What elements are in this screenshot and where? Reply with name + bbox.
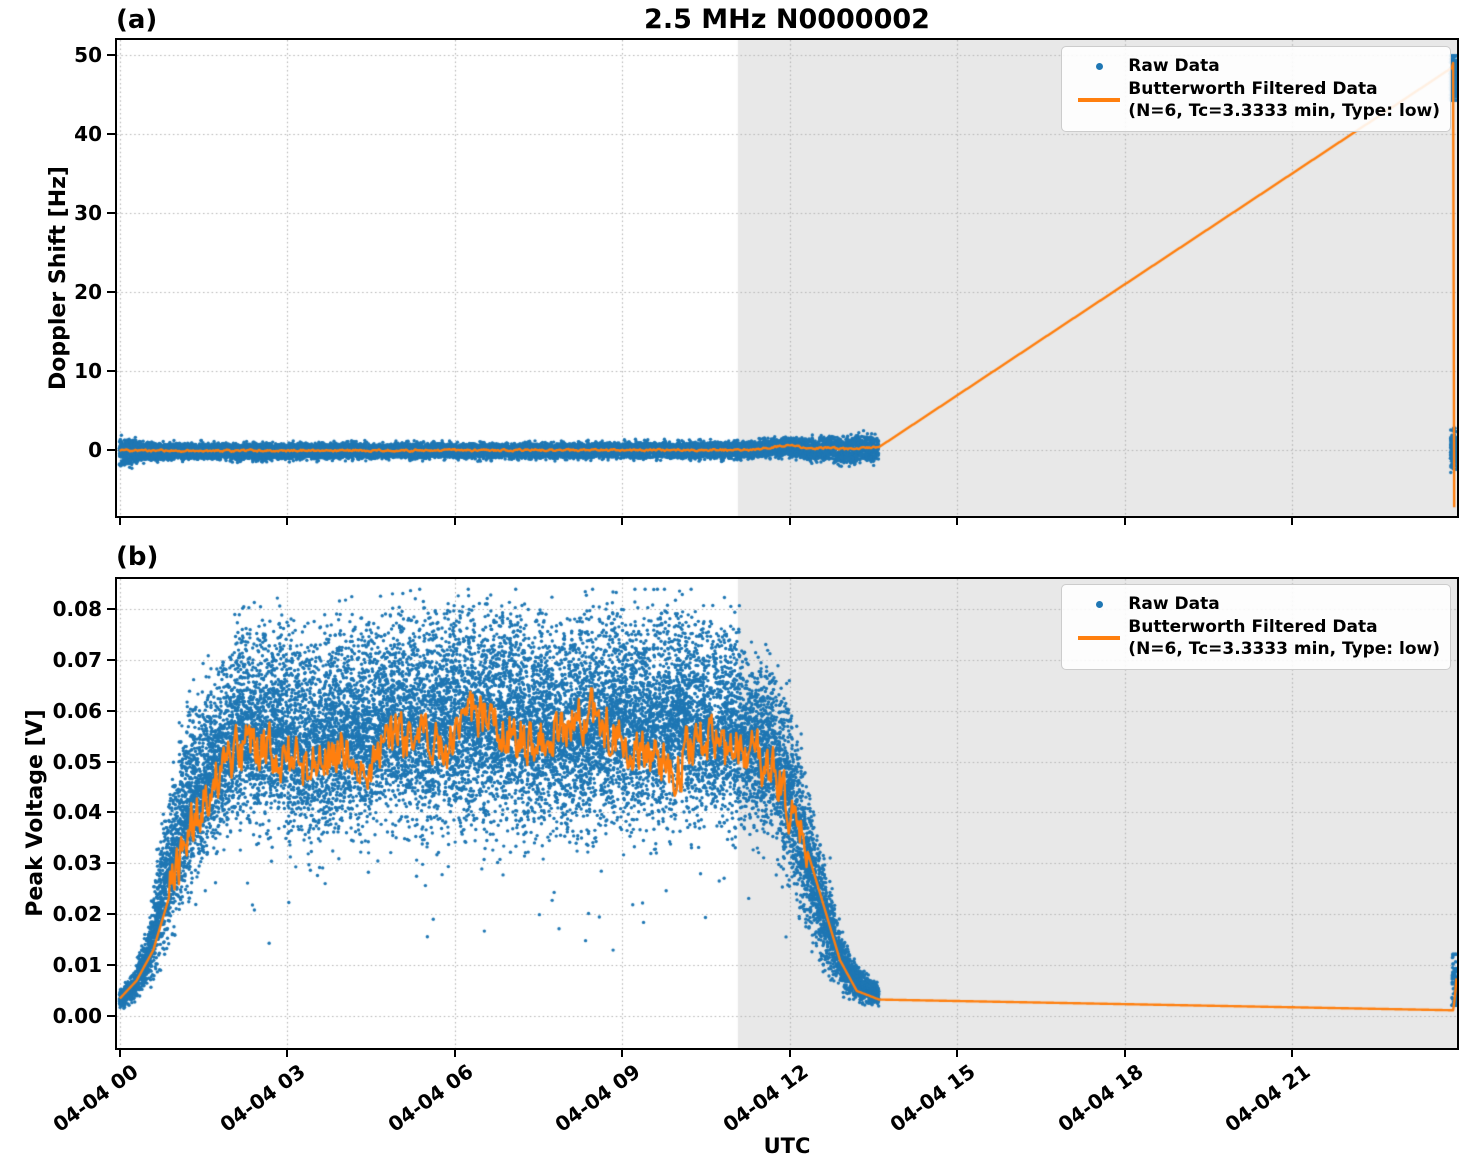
filtered-line-marker [1078, 636, 1121, 640]
y-tick-label: 0.02 [52, 902, 102, 927]
legend-row-filtered: Butterworth Filtered Data (N=6, Tc=3.3333… [1070, 616, 1440, 660]
y-tick-label: 0.08 [52, 596, 102, 621]
filtered-line-marker [1078, 98, 1121, 102]
y-tick-label: 40 [74, 122, 102, 147]
legend-filtered-label-line1: Butterworth Filtered Data [1128, 79, 1378, 99]
y-tick-label: 0.03 [52, 851, 102, 876]
legend-row-filtered: Butterworth Filtered Data (N=6, Tc=3.3333… [1070, 78, 1440, 122]
y-tick-label: 30 [74, 201, 102, 226]
x-tick-mark [788, 518, 791, 525]
x-tick-mark [956, 1050, 959, 1057]
x-tick-mark [118, 518, 121, 525]
legend-row-raw: Raw Data [1070, 593, 1440, 615]
legend-filtered-label-line2: (N=6, Tc=3.3333 min, Type: low) [1128, 101, 1440, 121]
panel-a-doppler-plot: Raw Data Butterworth Filtered Data (N=6, … [115, 38, 1459, 518]
panel-b-voltage-plot: Raw Data Butterworth Filtered Data (N=6, … [115, 577, 1459, 1050]
x-tick-mark [956, 518, 959, 525]
raw-data-marker [1095, 600, 1103, 608]
y-tick-mark [107, 862, 115, 865]
panel-b-tag: (b) [116, 542, 159, 572]
y-tick-mark [107, 709, 115, 712]
legend-b: Raw Data Butterworth Filtered Data (N=6, … [1061, 584, 1451, 670]
x-tick-mark [1291, 518, 1294, 525]
y-tick-mark [107, 658, 115, 661]
y-tick-mark [107, 291, 115, 294]
y-tick-label: 0.04 [52, 800, 102, 825]
y-tick-mark [107, 607, 115, 610]
y-tick-mark [107, 54, 115, 57]
x-tick-mark [621, 1050, 624, 1057]
x-tick-mark [286, 518, 289, 525]
x-tick-mark [118, 1050, 121, 1057]
y-tick-mark [107, 811, 115, 814]
y-tick-mark [107, 370, 115, 373]
x-tick-mark [788, 1050, 791, 1057]
legend-filtered-label-line2: (N=6, Tc=3.3333 min, Type: low) [1128, 639, 1440, 659]
y-tick-label: 0 [88, 438, 102, 463]
y-tick-label: 50 [74, 43, 102, 68]
y-tick-mark [107, 913, 115, 916]
y-tick-mark [107, 964, 115, 967]
x-tick-mark [286, 1050, 289, 1057]
x-tick-mark [1123, 1050, 1126, 1057]
x-tick-mark [453, 518, 456, 525]
y-tick-mark [107, 1015, 115, 1018]
y-tick-label: 10 [74, 359, 102, 384]
legend-filtered-label-line1: Butterworth Filtered Data [1128, 617, 1378, 637]
legend-row-raw: Raw Data [1070, 55, 1440, 77]
legend-raw-label: Raw Data [1128, 56, 1220, 76]
x-axis-label: UTC [763, 1134, 811, 1158]
x-tick-mark [453, 1050, 456, 1057]
y-tick-label: 20 [74, 280, 102, 305]
y-tick-label: 0.00 [52, 1004, 102, 1029]
legend-a: Raw Data Butterworth Filtered Data (N=6, … [1061, 46, 1451, 132]
x-tick-mark [1123, 518, 1126, 525]
y-tick-label: 0.05 [52, 749, 102, 774]
panel-a-tag: (a) [116, 5, 158, 35]
raw-data-marker [1095, 62, 1103, 70]
y-tick-label: 0.07 [52, 647, 102, 672]
y-tick-mark [107, 760, 115, 763]
y-axis-label-doppler: Doppler Shift [Hz] [46, 166, 71, 390]
y-tick-label: 0.01 [52, 953, 102, 978]
y-tick-label: 0.06 [52, 698, 102, 723]
chart-title: 2.5 MHz N0000002 [644, 4, 930, 35]
y-tick-mark [107, 449, 115, 452]
y-tick-mark [107, 133, 115, 136]
legend-raw-label: Raw Data [1128, 594, 1220, 614]
y-tick-mark [107, 212, 115, 215]
x-tick-mark [621, 518, 624, 525]
x-tick-mark [1291, 1050, 1294, 1057]
